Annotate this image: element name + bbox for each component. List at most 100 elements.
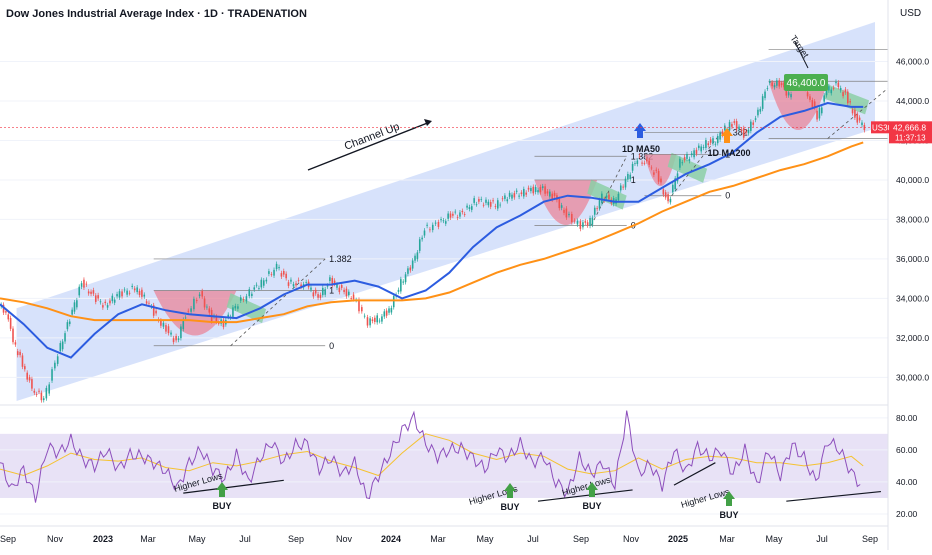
time-tick-label: Jul (527, 534, 539, 544)
candle-body (601, 193, 603, 204)
candle-body (783, 82, 785, 88)
candle-body (584, 221, 587, 223)
time-tick-label: Sep (573, 534, 589, 544)
candle-body (31, 379, 33, 389)
candle-body (106, 305, 109, 308)
candle-body (664, 192, 667, 198)
candle-body (177, 338, 180, 340)
candle-body (19, 351, 21, 356)
candle-body (255, 284, 258, 286)
ma50-label: 1D MA50 (622, 144, 660, 154)
candle-body (518, 195, 520, 197)
candle-body (825, 90, 828, 96)
candle-body (492, 200, 494, 202)
candle-body (118, 291, 121, 298)
candle-body (513, 193, 516, 198)
candle-body (828, 86, 830, 91)
candle-body (270, 274, 273, 276)
candle-body (182, 319, 185, 330)
candle-body (444, 221, 447, 224)
candle-body (76, 300, 78, 308)
candle-body (172, 338, 175, 343)
candle-body (239, 297, 242, 301)
candle-body (423, 230, 426, 236)
candle-body (485, 199, 487, 203)
candle-body (504, 195, 506, 199)
candle-body (9, 318, 12, 329)
candle-body (206, 306, 208, 308)
candle-body (385, 310, 388, 316)
candle-body (116, 294, 118, 297)
candle-body (700, 146, 702, 152)
candle-body (24, 366, 26, 370)
candle-body (434, 222, 437, 224)
candle-body (851, 109, 854, 114)
candle-body (402, 281, 405, 283)
candle-body (431, 224, 434, 231)
candle-body (672, 184, 674, 193)
buy-arrow (504, 483, 516, 498)
candle-body (858, 117, 861, 121)
price-tick-label: 40,000.0 (896, 175, 929, 185)
candle-body (695, 149, 698, 154)
candle-body (232, 307, 234, 317)
price-tick-label: 32,000.0 (896, 333, 929, 343)
candle-body (12, 328, 14, 343)
time-tick-label: 2023 (93, 534, 113, 544)
price-tick-label: 38,000.0 (896, 214, 929, 224)
candle-body (754, 118, 757, 120)
candle-body (511, 194, 513, 199)
candle-body (716, 136, 719, 144)
time-tick-label: Jul (816, 534, 828, 544)
candle-body (470, 206, 473, 210)
candle-body (494, 206, 497, 207)
candle-body (818, 107, 821, 119)
candle-body (35, 394, 38, 395)
candle-body (324, 289, 326, 295)
candle-body (292, 284, 295, 287)
candle-body (532, 186, 535, 194)
candle-body (676, 173, 679, 182)
candle-body (669, 198, 672, 203)
candle-body (345, 288, 348, 297)
candle-body (411, 260, 414, 269)
candle-body (662, 189, 665, 195)
candle-body (193, 298, 195, 310)
right-axis-panel (888, 0, 932, 550)
candle-body (143, 294, 146, 297)
candle-body (215, 316, 218, 322)
candle-body (806, 92, 809, 97)
time-tick-label: 2025 (668, 534, 688, 544)
candle-body (650, 167, 653, 169)
candle-body (549, 191, 551, 197)
candle-body (300, 284, 302, 287)
candle-body (563, 209, 565, 213)
candle-body (336, 284, 338, 288)
candle-body (752, 122, 755, 125)
candle-body (282, 271, 285, 275)
candle-body (390, 307, 393, 313)
candle-body (371, 319, 374, 322)
candle-body (68, 321, 71, 325)
candle-body (155, 310, 157, 314)
candle-body (655, 169, 658, 171)
candle-body (59, 343, 62, 351)
candle-body (222, 319, 225, 328)
candle-body (757, 109, 759, 116)
candle-body (530, 188, 532, 192)
candle-body (740, 129, 743, 131)
candle-body (253, 287, 256, 290)
pattern-red-cup (768, 81, 828, 131)
candle-body (56, 356, 59, 364)
candle-body (317, 294, 319, 298)
buy-label: BUY (500, 502, 519, 512)
candle-body (138, 290, 141, 295)
candle-body (322, 287, 324, 296)
currency-label[interactable]: USD (900, 8, 922, 19)
candle-body (683, 157, 686, 161)
candle-body (709, 139, 712, 143)
candle-body (733, 121, 736, 123)
rsi-tick-label: 20.00 (896, 509, 918, 519)
target-price-text: 46,400.0 (787, 78, 826, 89)
candle-body (776, 80, 778, 86)
